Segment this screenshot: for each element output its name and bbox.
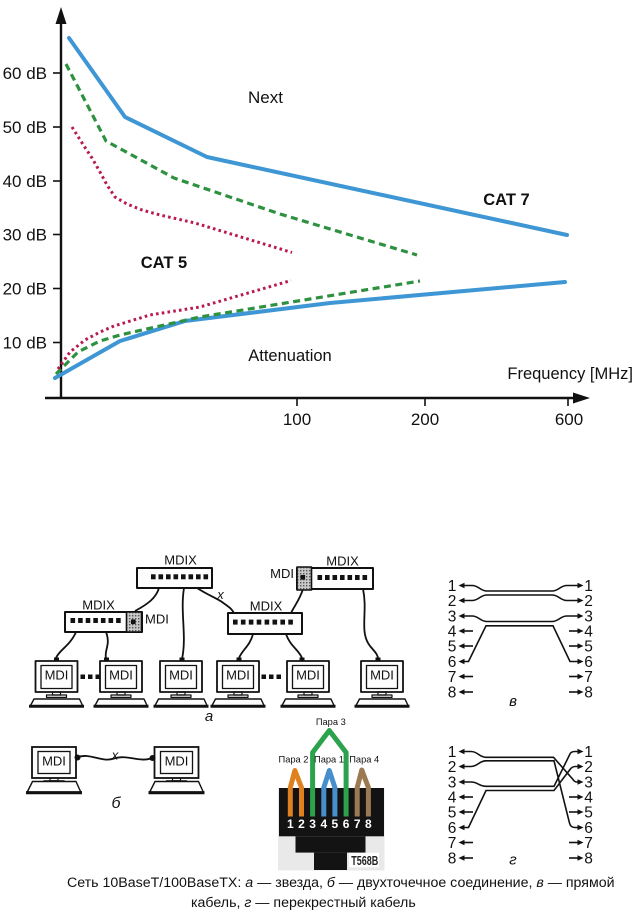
svg-text:5: 5 — [584, 805, 593, 822]
svg-text:7: 7 — [448, 835, 457, 852]
svg-text:60 dB: 60 dB — [3, 64, 47, 83]
svg-text:2: 2 — [448, 593, 457, 610]
svg-text:200: 200 — [411, 410, 439, 429]
svg-text:б: б — [112, 795, 122, 812]
svg-text:г: г — [509, 852, 517, 869]
svg-text:100: 100 — [283, 410, 311, 429]
svg-text:x: x — [111, 748, 119, 763]
svg-text:7: 7 — [448, 669, 457, 686]
svg-text:8: 8 — [584, 851, 593, 868]
svg-text:5: 5 — [584, 639, 593, 656]
svg-text:5: 5 — [448, 805, 457, 822]
svg-text:2: 2 — [448, 759, 457, 776]
svg-text:3: 3 — [584, 775, 593, 792]
svg-text:в: в — [509, 693, 517, 710]
svg-text:Пара 3: Пара 3 — [316, 717, 346, 727]
svg-text:40 dB: 40 dB — [3, 172, 47, 191]
svg-text:6: 6 — [448, 820, 457, 837]
svg-text:Пара 2: Пара 2 — [279, 755, 309, 765]
svg-text:8: 8 — [584, 685, 593, 702]
svg-text:5: 5 — [332, 817, 339, 831]
svg-text:4: 4 — [584, 790, 593, 807]
svg-text:2: 2 — [584, 593, 593, 610]
svg-text:4: 4 — [448, 624, 457, 641]
svg-text:3: 3 — [584, 609, 593, 626]
svg-text:MDIX: MDIX — [82, 598, 115, 613]
svg-text:2: 2 — [584, 759, 593, 776]
svg-text:Next: Next — [248, 88, 283, 107]
svg-text:3: 3 — [309, 817, 316, 831]
svg-text:MDIX: MDIX — [250, 599, 283, 614]
svg-text:20 dB: 20 dB — [3, 280, 47, 299]
svg-text:T568B: T568B — [351, 855, 378, 869]
svg-text:8: 8 — [365, 817, 372, 831]
svg-text:Frequency [MHz]: Frequency [MHz] — [507, 365, 633, 383]
svg-text:4: 4 — [448, 790, 457, 807]
svg-text:8: 8 — [448, 851, 457, 868]
svg-text:Пара 4: Пара 4 — [349, 755, 379, 765]
svg-text:8: 8 — [448, 685, 457, 702]
svg-text:CAT 7: CAT 7 — [483, 191, 529, 209]
svg-text:MDI: MDI — [145, 612, 169, 627]
svg-text:1: 1 — [287, 817, 294, 831]
svg-text:x: x — [216, 587, 224, 602]
svg-text:4: 4 — [584, 624, 593, 641]
svg-text:6: 6 — [584, 654, 593, 671]
svg-text:7: 7 — [584, 835, 593, 852]
svg-text:7: 7 — [584, 669, 593, 686]
svg-text:Пара 1: Пара 1 — [314, 755, 344, 765]
svg-text:6: 6 — [448, 654, 457, 671]
svg-text:1: 1 — [448, 744, 457, 761]
svg-text:5: 5 — [448, 639, 457, 656]
svg-text:7: 7 — [354, 817, 361, 831]
svg-text:1: 1 — [584, 578, 593, 595]
svg-text:600: 600 — [555, 410, 583, 429]
svg-text:2: 2 — [298, 817, 305, 831]
svg-text:3: 3 — [448, 775, 457, 792]
svg-text:а: а — [205, 708, 213, 725]
svg-text:MDI: MDI — [270, 566, 294, 581]
svg-text:6: 6 — [343, 817, 350, 831]
svg-text:MDIX: MDIX — [164, 553, 197, 568]
svg-text:10 dB: 10 dB — [3, 334, 47, 353]
svg-text:4: 4 — [320, 817, 327, 831]
svg-text:CAT 5: CAT 5 — [141, 254, 187, 272]
svg-text:1: 1 — [448, 578, 457, 595]
svg-text:3: 3 — [448, 609, 457, 626]
svg-text:6: 6 — [584, 820, 593, 837]
svg-text:50 dB: 50 dB — [3, 118, 47, 137]
svg-text:MDIX: MDIX — [326, 554, 359, 569]
svg-text:Attenuation: Attenuation — [248, 347, 331, 365]
svg-text:30 dB: 30 dB — [3, 226, 47, 245]
svg-text:1: 1 — [584, 744, 593, 761]
